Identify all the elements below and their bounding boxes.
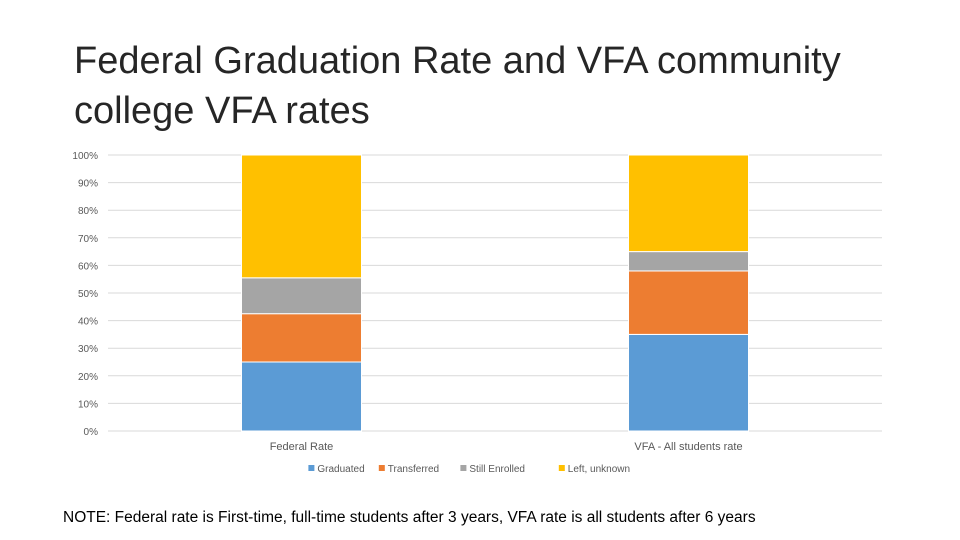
- y-tick-label: 10%: [78, 399, 98, 410]
- bar-segment-graduated: [628, 333, 749, 432]
- footnote: NOTE: Federal rate is First-time, full-t…: [63, 509, 756, 526]
- bar-segment-graduated: [241, 361, 362, 432]
- bar-segment-still-enrolled: [241, 277, 362, 315]
- x-axis-labels: Federal Rate VFA - All students rate: [270, 441, 743, 453]
- legend: Graduated Transferred Still Enrolled Left, …: [308, 464, 630, 475]
- legend-swatch: [378, 465, 385, 471]
- y-tick-label: 30%: [78, 344, 98, 355]
- legend-swatch: [308, 465, 315, 471]
- y-tick-label: 0%: [84, 427, 99, 438]
- y-tick-label: 70%: [78, 234, 98, 245]
- y-tick-label: 60%: [78, 261, 98, 272]
- y-axis-ticks: 0% 10% 20% 30% 40% 50% 60% 70% 80% 90% 100%: [72, 151, 98, 438]
- y-tick-label: 80%: [78, 206, 98, 217]
- gridlines: [108, 154, 882, 432]
- legend-label: Transferred: [388, 464, 439, 475]
- bar-segment-transferred: [628, 270, 749, 335]
- x-category-label: VFA - All students rate: [634, 441, 742, 453]
- y-tick-label: 50%: [78, 289, 98, 300]
- bar-segment-left-unknown: [628, 154, 749, 253]
- y-tick-label: 90%: [78, 179, 98, 190]
- x-category-label: Federal Rate: [270, 441, 334, 453]
- legend-swatch: [460, 465, 467, 471]
- legend-swatch: [558, 465, 565, 471]
- bar-segment-left-unknown: [241, 154, 362, 279]
- legend-label: Graduated: [317, 464, 364, 475]
- bars: [241, 154, 749, 432]
- stacked-bar-chart: 0% 10% 20% 30% 40% 50% 60% 70% 80% 90% 100% Federa…: [72, 151, 882, 475]
- y-tick-label: 40%: [78, 317, 98, 328]
- legend-label: Still Enrolled: [469, 464, 525, 475]
- y-tick-label: 100%: [72, 151, 98, 162]
- bar-segment-still-enrolled: [628, 251, 749, 272]
- y-tick-label: 20%: [78, 372, 98, 383]
- legend-label: Left, unknown: [568, 464, 630, 475]
- bar-segment-transferred: [241, 313, 362, 363]
- chart-title: Federal Graduation Rate and VFA communit…: [74, 40, 841, 132]
